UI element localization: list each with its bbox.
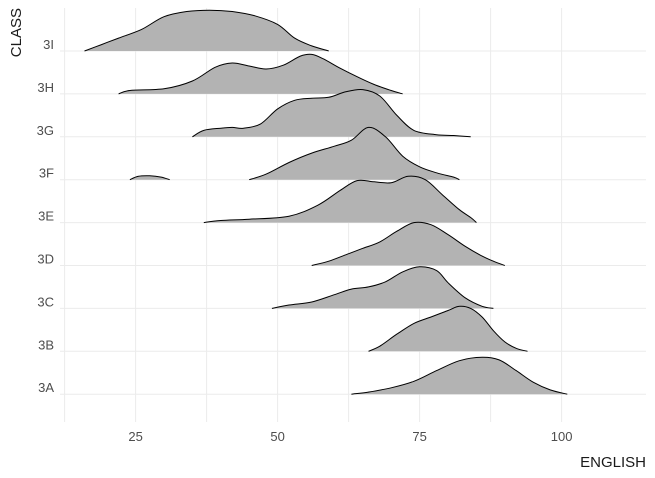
- ridge-3h-outline: [118, 53, 403, 95]
- y-tick-label-3d: 3D: [37, 252, 54, 267]
- y-tick-label-3g: 3G: [37, 123, 54, 138]
- ridge-3e-outline: [203, 175, 477, 224]
- ridge-3b-fill: [368, 306, 528, 352]
- y-tick-label-3a: 3A: [38, 380, 54, 395]
- x-tick-label-100: 100: [551, 429, 573, 444]
- y-axis-title: CLASS: [8, 8, 25, 57]
- y-tick-label-3h: 3H: [37, 80, 54, 95]
- ridge-3f-outline: [249, 126, 460, 181]
- ridge-3c-outline: [271, 266, 494, 309]
- y-tick-label-3c: 3C: [37, 294, 54, 309]
- ridge-3g-outline: [192, 88, 471, 138]
- y-tick-label-3i: 3I: [43, 37, 54, 52]
- ridge-3h-fill: [118, 54, 403, 94]
- ridge-3e-fill: [203, 176, 477, 223]
- ridges-layer: [84, 9, 568, 395]
- ridge-3a-fill: [351, 357, 568, 395]
- ridge-3c-fill: [271, 266, 494, 309]
- x-tick-label-50: 50: [270, 429, 284, 444]
- ridge-3b-outline: [368, 305, 528, 352]
- ridge-3d-outline: [311, 221, 505, 266]
- ridge-3d-fill: [311, 222, 505, 266]
- x-axis-title: ENGLISH: [580, 454, 646, 471]
- ridge-3g-fill: [192, 89, 471, 137]
- ridge-3i-outline: [84, 9, 329, 52]
- y-tick-label-3e: 3E: [38, 209, 54, 224]
- ridge-3f-fill: [249, 127, 460, 180]
- tick-labels-layer: 3I 3H 3G 3F 3E 3D 3C 3B 3A 25 50 75 100: [37, 37, 573, 444]
- ridge-3f-fill: [129, 175, 170, 180]
- ridge-3f-outline: [129, 175, 170, 181]
- y-tick-label-3b: 3B: [38, 337, 54, 352]
- x-tick-label-75: 75: [412, 429, 426, 444]
- ridge-3a-outline: [351, 356, 568, 395]
- y-tick-label-3f: 3F: [39, 166, 54, 181]
- ridge-3i-fill: [84, 10, 329, 51]
- x-tick-label-25: 25: [128, 429, 142, 444]
